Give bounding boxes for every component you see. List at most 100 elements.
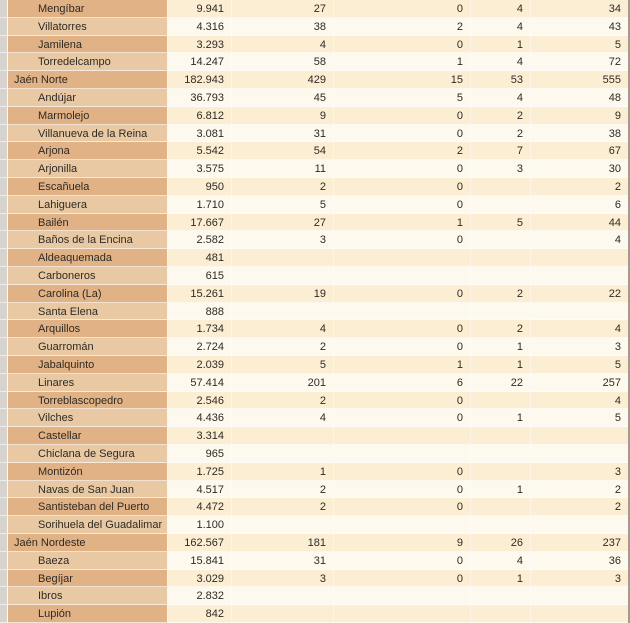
value-cell-value_d: 257 [531,373,628,392]
value-cell-value_d [531,302,628,321]
value-cell-population: 2.724 [168,338,232,356]
value-cell-value_a: 9 [232,106,334,125]
value-cell-population: 9.941 [168,0,232,18]
value-cell-value_b [334,427,471,445]
value-cell-value_b: 0 [334,231,471,250]
frozen-left-strip-cell [0,160,8,178]
frozen-left-strip-cell [0,480,8,499]
value-cell-value_d [531,427,628,445]
value-cell-value_c [471,249,531,267]
frozen-left-strip-cell [0,498,8,517]
value-cell-value_a [232,605,334,623]
frozen-left-strip-cell [0,124,8,143]
value-cell-value_b: 9 [334,533,471,552]
value-cell-value_d: 44 [531,213,628,232]
frozen-left-strip-cell [0,142,8,161]
value-cell-population: 3.081 [168,124,232,143]
frozen-left-strip-cell [0,320,8,339]
value-cell-value_c [471,231,531,250]
value-cell-value_b: 0 [334,480,471,499]
value-cell-value_b: 0 [334,569,471,588]
frozen-left-strip-cell [0,17,8,36]
value-cell-value_a [232,516,334,534]
municipality-name-cell: Escañuela [8,177,168,196]
frozen-left-strip-cell [0,444,8,463]
value-cell-value_d: 2 [531,177,628,196]
value-cell-value_b [334,444,471,463]
value-cell-value_b: 0 [334,0,471,18]
value-cell-value_c [471,195,531,214]
value-cell-value_c: 22 [471,373,531,392]
municipality-name-cell: Torreblascopedro [8,391,168,410]
value-cell-population: 950 [168,177,232,196]
value-cell-value_a [232,427,334,445]
value-cell-value_b: 0 [334,409,471,428]
frozen-left-strip-cell [0,35,8,54]
municipality-name-cell: Jabalquinto [8,355,168,374]
value-cell-value_c [471,516,531,534]
municipality-name-cell: Begíjar [8,569,168,588]
value-cell-value_d: 9 [531,106,628,125]
value-cell-population: 1.710 [168,195,232,214]
value-cell-value_d: 34 [531,0,628,18]
frozen-left-strip-cell [0,355,8,374]
value-cell-value_a: 3 [232,231,334,250]
municipality-name-cell: Carboneros [8,266,168,285]
value-cell-value_c: 3 [471,160,531,178]
value-cell-value_a: 1 [232,462,334,481]
value-cell-population: 4.517 [168,480,232,499]
value-cell-value_a: 38 [232,17,334,36]
municipality-name-cell: Jaén Norte [8,71,168,89]
value-cell-value_c: 7 [471,142,531,161]
value-cell-value_b: 0 [334,551,471,570]
municipality-name-cell: Castellar [8,427,168,445]
frozen-left-strip-cell [0,338,8,356]
value-cell-value_d: 4 [531,231,628,250]
value-cell-value_c [471,427,531,445]
municipality-name-cell: Villanueva de la Reina [8,124,168,143]
value-cell-population: 36.793 [168,88,232,107]
value-cell-value_d: 72 [531,53,628,72]
value-cell-value_a: 2 [232,177,334,196]
municipality-name-cell: Montizón [8,462,168,481]
value-cell-value_b [334,587,471,606]
value-cell-value_c [471,587,531,606]
value-cell-value_b: 6 [334,373,471,392]
value-cell-value_a: 31 [232,124,334,143]
value-cell-value_a: 5 [232,355,334,374]
value-cell-value_b: 15 [334,71,471,89]
value-cell-value_d: 3 [531,462,628,481]
value-cell-value_d: 30 [531,160,628,178]
value-cell-value_d: 5 [531,35,628,54]
municipality-name-cell: Jamilena [8,35,168,54]
value-cell-value_c: 4 [471,53,531,72]
value-cell-value_a: 201 [232,373,334,392]
value-cell-value_c: 5 [471,213,531,232]
municipality-name-cell: Linares [8,373,168,392]
value-cell-value_d: 22 [531,284,628,303]
value-cell-value_a: 54 [232,142,334,161]
municipality-name-cell: Villatorres [8,17,168,36]
municipality-name-cell: Marmolejo [8,106,168,125]
value-cell-value_c: 1 [471,409,531,428]
frozen-left-strip-cell [0,427,8,445]
value-cell-value_b: 0 [334,124,471,143]
value-cell-value_a: 429 [232,71,334,89]
value-cell-value_b: 1 [334,213,471,232]
value-cell-value_d: 36 [531,551,628,570]
municipality-name-cell: Sorihuela del Guadalimar [8,516,168,534]
value-cell-population: 4.436 [168,409,232,428]
value-cell-value_c: 2 [471,124,531,143]
value-cell-population: 4.472 [168,498,232,517]
frozen-left-strip-cell [0,605,8,623]
value-cell-value_d: 4 [531,391,628,410]
value-cell-value_a: 2 [232,480,334,499]
value-cell-value_c [471,498,531,517]
value-cell-value_b: 0 [334,462,471,481]
value-cell-population: 15.261 [168,284,232,303]
value-cell-value_d: 237 [531,533,628,552]
frozen-left-strip-cell [0,533,8,552]
value-cell-value_a: 27 [232,213,334,232]
